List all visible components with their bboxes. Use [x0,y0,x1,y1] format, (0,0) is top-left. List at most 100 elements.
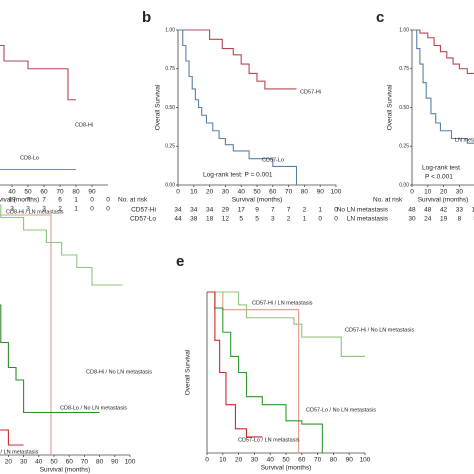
at-risk-count: 19 [472,207,474,214]
x-tick-label: 10 [219,457,227,464]
at-risk-count: 0 [106,206,110,213]
at-risk-count: 33 [456,207,464,214]
at-risk-count: 0 [90,197,94,204]
y-tick-label: 0.50 [399,105,409,111]
at-risk-count: 0 [334,216,338,223]
x-tick-label: 70 [285,189,293,196]
curve-label: CD8-Hi / LN metastasis [6,209,64,215]
at-risk-count: 3 [42,206,46,213]
curve-label: CD8-Lo [20,155,39,161]
x-axis-label: Survival (months) [0,197,39,204]
panel-letter: c [376,9,384,26]
x-tick-label: 20 [206,189,214,196]
at-risk-count: 42 [440,207,448,214]
at-risk-name: No LN metastasis [337,207,389,214]
x-tick-label: 40 [267,457,275,464]
survival-curve [0,214,52,455]
x-tick-label: 50 [253,189,261,196]
curve-label: CD57-Lo / No LN metastasis [306,407,376,413]
x-tick-label: 100 [331,189,342,196]
y-tick-label: 1.00 [165,27,175,33]
curve-label: CD57-Hi [300,89,321,95]
at-risk-count: 24 [424,216,432,223]
survival-curve [178,29,297,90]
at-risk-count: 6 [58,197,62,204]
curve-label: CD8-Lo / No LN metastasis [60,405,127,411]
at-risk-count: 0 [318,216,322,223]
curve-label: CD57-Hi / No LN metastasis [345,327,414,333]
x-tick-label: 50 [24,189,32,196]
y-tick-label: 0.25 [399,144,409,150]
x-tick-label: 30 [251,457,259,464]
x-tick-label: 60 [298,457,306,464]
at-risk-count: 3 [26,206,30,213]
at-risk-count: 2 [287,216,291,223]
x-tick-label: 70 [56,189,64,196]
y-tick-label: 0.00 [165,182,175,188]
at-risk-name: LN metastasis [347,216,389,223]
x-tick-label: 20 [5,459,13,466]
at-risk-count: 7 [287,207,291,214]
y-tick-label: 0.75 [399,66,409,72]
curve-label: CD57-Lo / LN metastasis [238,437,300,443]
x-tick-label: 50 [282,457,290,464]
at-risk-count: 29 [222,207,230,214]
at-risk-count: 3 [10,206,14,213]
at-risk-count: 9 [255,207,259,214]
at-risk-count: 0 [334,207,338,214]
x-tick-label: 40 [238,189,246,196]
y-axis-label: Overall Survival [387,84,394,130]
at-risk-count: 7 [26,197,30,204]
y-tick-label: 0.25 [165,144,175,150]
at-risk-count: 30 [408,216,416,223]
panel-letter: b [142,9,151,26]
survival-curve [0,168,76,171]
y-tick-label: 0.50 [165,105,175,111]
x-axis-label: Survival (months) [40,467,91,474]
x-axis-label: Survival (months) [418,197,469,204]
annotation: Log-rank test: P = 0.001 [203,172,273,179]
panel-letter: e [176,253,184,270]
x-tick-label: 60 [40,189,48,196]
survival-curve [207,291,323,453]
at-risk-count: 1 [318,207,322,214]
at-risk-count: 1 [74,206,78,213]
at-risk-count: 1 [303,216,307,223]
y-axis-label: Overall Survival [155,84,162,130]
x-tick-label: 40 [8,189,16,196]
survival-curve [0,429,24,446]
annotation: P < 0.001 [425,174,453,181]
x-tick-label: 100 [360,457,371,464]
at-risk-count: 7 [42,197,46,204]
x-tick-label: 0 [410,189,414,196]
at-risk-count: 48 [408,207,416,214]
at-risk-count: 2 [303,207,307,214]
x-tick-label: 70 [314,457,322,464]
at-risk-count: 5 [239,216,243,223]
y-axis-label: Overall Survival [185,349,192,395]
x-axis-label: Survival (months) [232,197,283,204]
x-tick-label: 50 [50,459,58,466]
at-risk-title: No. at risk [373,197,403,204]
survival-curve [0,44,76,101]
at-risk-count: 0 [106,197,110,204]
y-tick-label: 1.00 [399,27,409,33]
curve-label: CD8-Hi [75,122,93,128]
y-tick-label: 0.75 [165,66,175,72]
x-tick-label: 90 [346,457,354,464]
x-tick-label: 60 [66,459,74,466]
x-tick-label: 80 [96,459,104,466]
x-tick-label: 10 [424,189,432,196]
survival-curve [207,291,365,357]
survival-curve [178,29,298,185]
x-tick-label: 0 [205,457,209,464]
survival-curve [412,29,474,144]
x-tick-label: 30 [222,189,230,196]
x-tick-label: 60 [269,189,277,196]
annotation: Log-rank test [422,165,460,172]
x-tick-label: 20 [235,457,243,464]
at-risk-count: 34 [206,207,214,214]
at-risk-count: 0 [90,206,94,213]
survival-curve [207,291,263,438]
at-risk-count: 34 [174,207,182,214]
